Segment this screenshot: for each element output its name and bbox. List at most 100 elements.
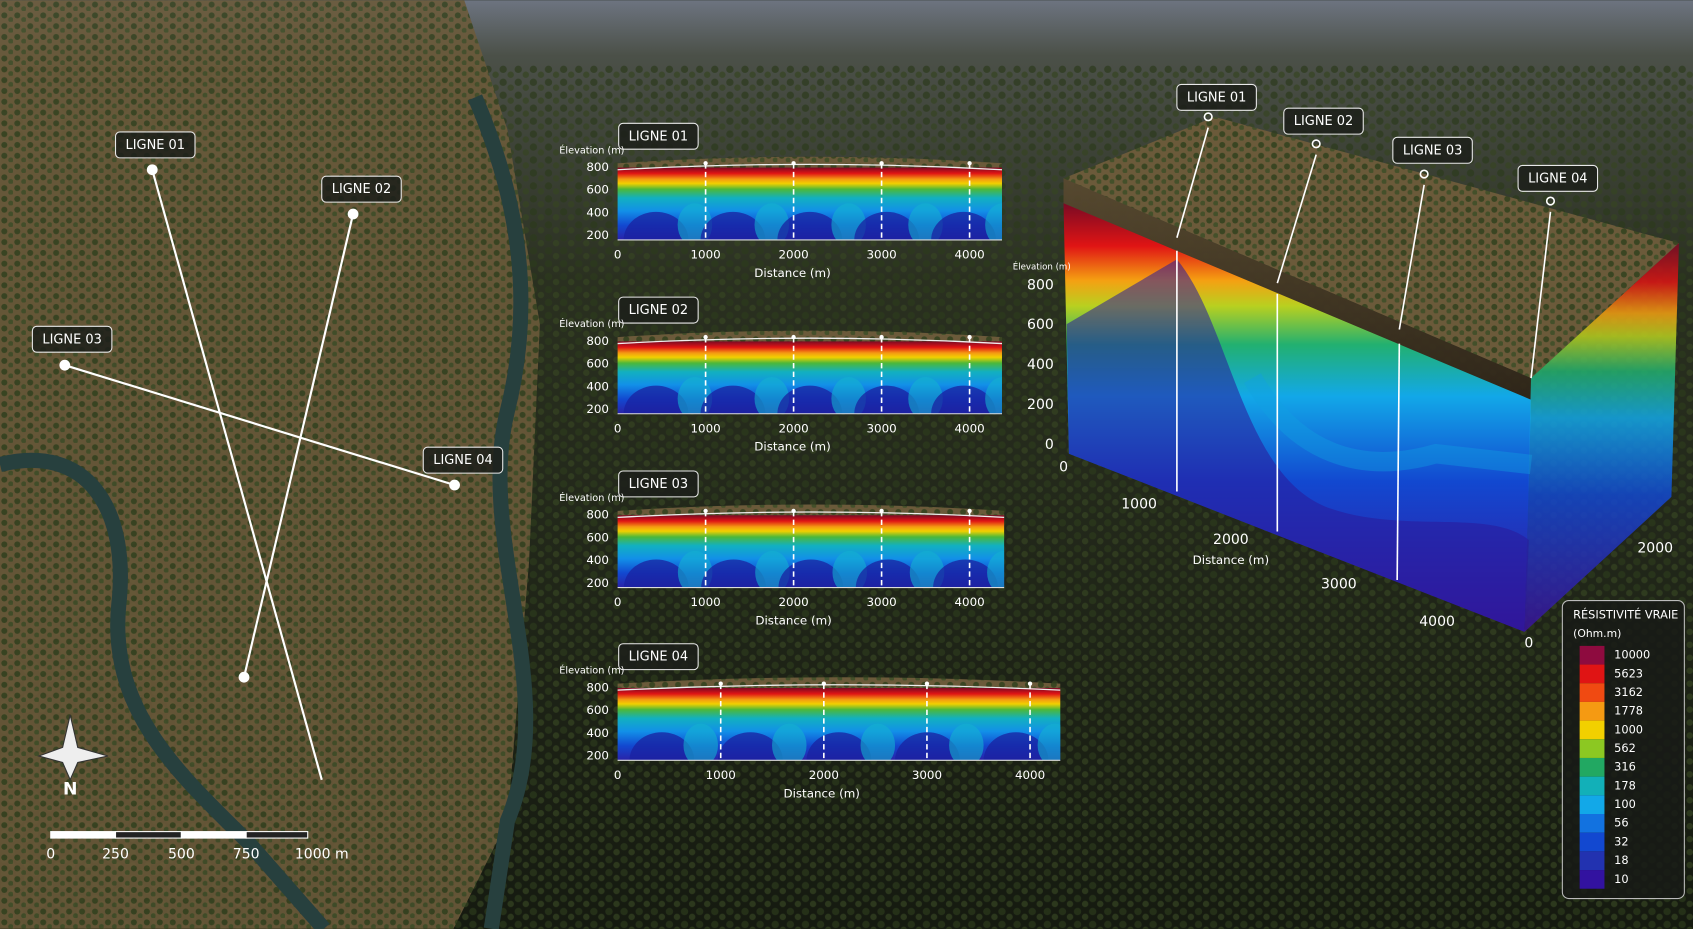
profile-x-tick: 3000 xyxy=(866,595,896,609)
block-x-label: Distance (m) xyxy=(1193,553,1269,567)
map-overlay: LIGNE 01 LIGNE 02 LIGNE 03 LIGNE 04 N 0 250 500… xyxy=(31,131,504,862)
legend-value: 3162 xyxy=(1614,685,1643,699)
profile-x-tick: 3000 xyxy=(866,421,896,435)
legend-swatch xyxy=(1579,851,1605,871)
block-x-tick: 0 xyxy=(1059,460,1068,476)
legend-value: 18 xyxy=(1614,853,1628,867)
low-resistivity xyxy=(700,211,766,240)
profile-title-box xyxy=(618,296,699,324)
legend-swatch xyxy=(1579,757,1605,777)
profile-y-tick: 200 xyxy=(586,402,609,416)
survey-line xyxy=(64,364,455,487)
scale-segment xyxy=(245,831,309,839)
profile-title: LIGNE 02 xyxy=(629,303,688,318)
block-x-tick: 4000 xyxy=(1419,614,1455,630)
profile-y-label: Élevation (m) xyxy=(559,143,624,156)
block-x-tick: 1000 xyxy=(1121,496,1157,512)
electrode xyxy=(967,508,972,514)
low-resistivity xyxy=(629,732,695,761)
surface-line xyxy=(617,511,1005,519)
profile-x-label: Distance (m) xyxy=(755,614,831,628)
profile-y-tick: 600 xyxy=(586,183,609,197)
profile-x-tick: 1000 xyxy=(691,595,721,609)
profile-y-label: Élevation (m) xyxy=(559,664,624,677)
profile-y-label: Élevation (m) xyxy=(559,491,624,504)
block-line-label-box xyxy=(1176,83,1257,111)
profile-x-tick: 4000 xyxy=(954,248,984,262)
mid-resistivity xyxy=(772,723,807,761)
low-resistivity xyxy=(931,211,996,240)
profile-x-tick: 0 xyxy=(614,421,622,435)
pin xyxy=(1419,169,1429,179)
electrode xyxy=(791,161,796,166)
legend-swatch xyxy=(1579,814,1605,833)
mid-resistivity xyxy=(985,203,1002,240)
legend-swatch xyxy=(1579,720,1605,740)
profile-x-tick: 4000 xyxy=(954,595,984,609)
survey-line xyxy=(151,169,323,781)
mid-resistivity xyxy=(987,550,1005,588)
scale-label: 0 xyxy=(46,846,55,862)
map-line-label-box xyxy=(114,131,196,159)
legend-value: 178 xyxy=(1614,778,1636,792)
profile-x-tick: 1000 xyxy=(691,421,721,435)
electrode xyxy=(879,161,884,166)
legend-swatch xyxy=(1579,683,1605,702)
block-line-label: LIGNE 01 xyxy=(1187,90,1246,105)
electrode xyxy=(791,334,796,340)
section-line xyxy=(1396,343,1401,581)
north-arrow xyxy=(37,714,109,782)
low-resistivity xyxy=(623,559,689,588)
profile-x-tick: 2000 xyxy=(778,595,808,609)
profile-x-tick: 2000 xyxy=(778,248,808,262)
map-line-label-box xyxy=(422,446,504,474)
block-z-tick: 0 xyxy=(1524,636,1533,652)
block-line-label-box xyxy=(1283,107,1364,135)
legend-swatch xyxy=(1579,795,1605,815)
block-z-tick: 2000 xyxy=(1637,541,1673,557)
block-x-tick: 3000 xyxy=(1321,576,1357,592)
map-line-label-box xyxy=(321,175,402,203)
low-resistivity xyxy=(700,385,766,414)
legend-value: 100 xyxy=(1614,797,1636,811)
profile-y-tick: 400 xyxy=(586,726,609,740)
pin-line xyxy=(1276,154,1317,284)
block-y-label: Élevation (m) xyxy=(1013,260,1071,272)
profile-x-tick: 1000 xyxy=(691,248,721,262)
survey-point xyxy=(146,164,158,176)
block-y-tick: 600 xyxy=(1027,317,1054,333)
scale-segment xyxy=(50,831,117,839)
block-line-label: LIGNE 03 xyxy=(1403,143,1462,158)
legend-swatch xyxy=(1579,776,1605,796)
low-resistivity xyxy=(855,559,921,588)
profile-x-tick: 3000 xyxy=(866,248,896,262)
mid-resistivity xyxy=(985,377,1002,414)
scale-segment xyxy=(114,831,182,839)
map-line-label-box xyxy=(31,325,113,353)
profile-title-box xyxy=(618,643,699,671)
legend-value: 562 xyxy=(1614,741,1636,755)
survey-line xyxy=(242,213,355,678)
profile-x-tick: 4000 xyxy=(1015,768,1045,782)
block-line-label-box xyxy=(1517,164,1599,192)
electrode xyxy=(1027,681,1033,686)
low-resistivity xyxy=(623,211,689,240)
legend-swatch xyxy=(1579,701,1605,721)
electrode xyxy=(791,508,796,514)
profile-y-tick: 400 xyxy=(586,379,609,393)
profile-y-tick: 200 xyxy=(586,228,609,242)
legend: RÉSISTIVITÉ VRAIE (Ohm.m) 10000 5623 3162 177… xyxy=(1561,600,1685,900)
profile-x-label: Distance (m) xyxy=(754,440,830,454)
map-line-label: LIGNE 02 xyxy=(332,182,391,197)
low-zone xyxy=(1066,259,1529,632)
survey-point xyxy=(347,208,359,220)
legend-value: 1000 xyxy=(1614,722,1643,736)
profile-title-box xyxy=(618,470,699,498)
profile-y-tick: 800 xyxy=(586,160,609,174)
survey-point xyxy=(238,671,250,683)
anomalies xyxy=(623,550,1005,588)
map-line-label: LIGNE 03 xyxy=(42,332,101,347)
profile-y-label: Élevation (m) xyxy=(559,317,624,330)
river xyxy=(468,94,534,929)
